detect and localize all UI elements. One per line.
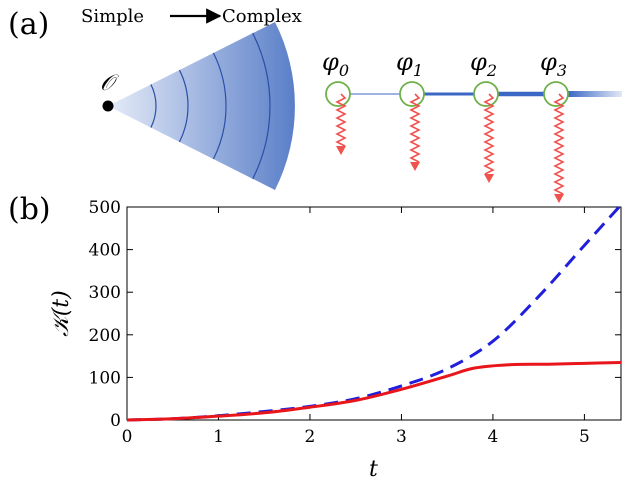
y-tick-label: 100	[89, 368, 121, 388]
panel-b: (b) 0 1 2 3 4 5 0 100 200 300 400 500 t 𝒦(t)	[8, 192, 623, 482]
y-axis-label: 𝒦(t)	[49, 290, 74, 336]
y-tick-label: 300	[89, 283, 121, 303]
wedge-arc	[212, 52, 227, 160]
y-tick-label: 500	[89, 198, 121, 218]
x-tick-label: 1	[213, 427, 224, 447]
decay-arrowhead	[336, 146, 346, 155]
origin-dot	[102, 100, 114, 112]
krylov-wedge	[108, 22, 295, 190]
decay-wave	[553, 93, 565, 195]
node-label-subscript: 2	[486, 61, 497, 80]
x-tick-label: 5	[579, 427, 590, 447]
node-label-subscript: 0	[339, 61, 349, 80]
y-tick-label: 200	[89, 326, 121, 346]
decay-wave	[409, 93, 421, 163]
node-label-subscript: 3	[557, 61, 567, 80]
node-label: φ2	[470, 48, 497, 80]
node-label: φ1	[396, 48, 423, 80]
y-tick-label: 0	[110, 411, 121, 431]
complex-label: Complex	[222, 6, 302, 27]
complexity-chart: 0 1 2 3 4 5 0 100 200 300 400 500 t 𝒦(t)	[49, 198, 623, 482]
wedge-arc	[150, 84, 157, 128]
x-tick-label: 2	[305, 427, 316, 447]
x-axis-label: t	[369, 457, 378, 482]
series-line-dashed	[126, 203, 623, 422]
krylov-node	[325, 81, 351, 107]
node-label: φ3	[540, 48, 567, 80]
node-label: φ0	[322, 48, 349, 80]
panel-a-label: (a)	[8, 7, 49, 42]
krylov-node	[399, 81, 425, 107]
x-tick-label: 3	[396, 427, 407, 447]
decay-arrowhead	[554, 194, 564, 203]
decay-wave	[483, 93, 495, 175]
origin-label: 𝒪	[100, 71, 119, 96]
panel-a: (a) Simple Complex 𝒪 φ0 φ1 φ2 φ3	[8, 6, 622, 203]
series-line-solid	[126, 360, 622, 422]
krylov-node	[543, 81, 569, 107]
node-label-subscript: 1	[413, 61, 423, 80]
krylov-chain: φ0 φ1 φ2 φ3	[322, 48, 622, 203]
krylov-node	[473, 81, 499, 107]
decay-arrowhead	[484, 174, 494, 183]
chain-link-fading	[568, 91, 622, 97]
simple-label: Simple	[81, 6, 144, 27]
decay-wave	[335, 93, 347, 147]
plot-frame	[126, 206, 622, 421]
wedge-arc	[178, 69, 189, 143]
x-tick-label: 4	[488, 427, 499, 447]
decay-arrowhead	[410, 162, 420, 171]
panel-b-label: (b)	[8, 192, 51, 227]
x-tick-label: 0	[122, 427, 133, 447]
y-tick-label: 400	[89, 241, 121, 261]
